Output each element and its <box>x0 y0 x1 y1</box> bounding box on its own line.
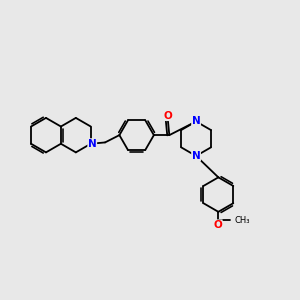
Text: CH₃: CH₃ <box>235 216 250 225</box>
Text: O: O <box>164 110 172 121</box>
Text: N: N <box>192 116 200 127</box>
Text: N: N <box>88 139 97 149</box>
Text: N: N <box>192 151 200 161</box>
Text: O: O <box>213 220 222 230</box>
